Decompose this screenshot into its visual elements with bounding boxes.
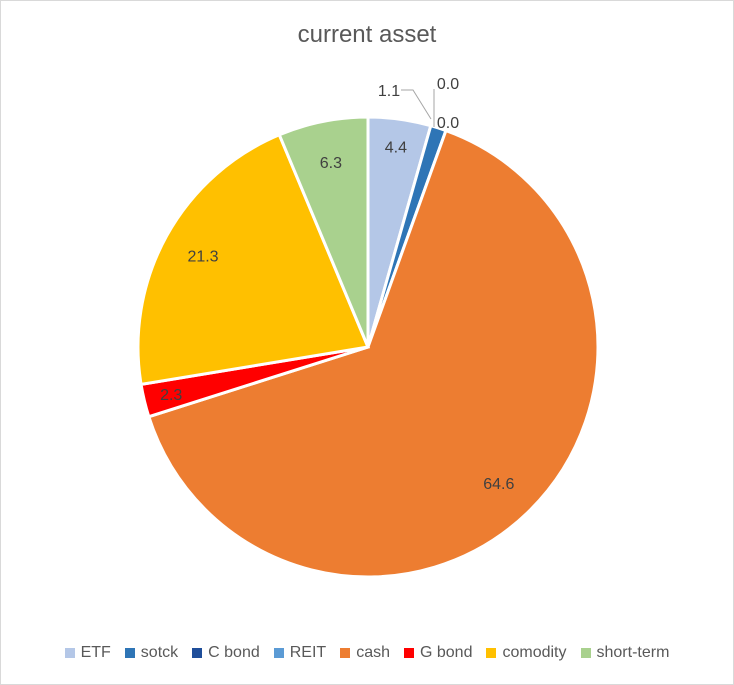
legend-label: short-term [596, 644, 670, 661]
legend-item-reit: REIT [273, 644, 327, 662]
data-label-etf: 4.4 [385, 140, 407, 157]
legend-item-etf: ETF [64, 644, 111, 662]
legend: ETF sotck C bond REIT cash G bond comodity shor… [1, 644, 733, 662]
legend-label: sotck [140, 644, 179, 661]
data-label-c-bond: 0.0 [437, 76, 459, 93]
data-label-comodity: 21.3 [187, 249, 218, 266]
data-label-sotck: 1.1 [378, 83, 400, 100]
pie-slice-cash [146, 128, 600, 579]
legend-swatch [273, 648, 284, 658]
legend-label: REIT [289, 644, 327, 661]
legend-item-short-term: short-term [580, 644, 670, 662]
legend-label: ETF [80, 644, 111, 661]
legend-item-g-bond: G bond [403, 644, 473, 662]
data-label-g-bond: 2.3 [160, 387, 182, 404]
pie-slice-comodity [136, 132, 371, 387]
leader-line-sotck [401, 89, 432, 120]
legend-swatch [340, 648, 351, 658]
legend-swatch [486, 648, 497, 658]
data-label-short-term: 6.3 [320, 155, 342, 172]
data-label-cash: 64.6 [483, 476, 514, 493]
data-label-reit: 0.0 [437, 115, 459, 132]
legend-label: G bond [419, 644, 473, 661]
legend-swatch [124, 648, 135, 658]
legend-item-sotck: sotck [124, 644, 179, 662]
legend-item-comodity: comodity [486, 644, 567, 662]
legend-label: cash [356, 644, 390, 661]
legend-swatch [64, 648, 75, 658]
legend-item-cash: cash [340, 644, 390, 662]
legend-swatch [403, 648, 414, 658]
legend-item-c-bond: C bond [192, 644, 260, 662]
legend-label: comodity [502, 644, 567, 661]
legend-swatch [580, 648, 591, 658]
legend-label: C bond [208, 644, 260, 661]
chart-title: current asset [297, 21, 437, 48]
pie-slice-short-term [277, 115, 370, 348]
legend-swatch [192, 648, 203, 658]
